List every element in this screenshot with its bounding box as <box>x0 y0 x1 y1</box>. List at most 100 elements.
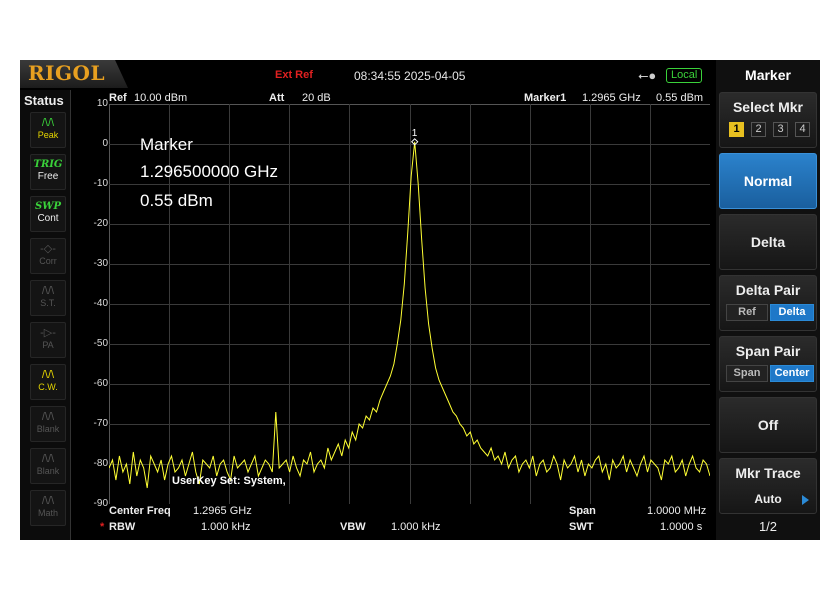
delta-pair-label: Delta Pair <box>735 282 801 298</box>
status-sweep: SWP Cont <box>30 196 66 232</box>
marker-1-option[interactable]: 1 <box>729 122 744 137</box>
spectrum-plot[interactable]: 1 <box>109 104 710 504</box>
status-panel: Status /\/\ Peak TRIG Free SWP Cont -◇- … <box>20 90 70 540</box>
status-label: Cont <box>37 213 59 224</box>
status-label: Math <box>37 508 58 518</box>
status-label: Corr <box>39 256 57 266</box>
menu-page-indicator: 1/2 <box>758 519 778 534</box>
math-icon: /\/\ <box>41 495 55 507</box>
marker-trace-button[interactable]: Mkr Trace Auto <box>719 458 817 514</box>
status-blank-2: /\/\ Blank <box>30 448 66 484</box>
y-tick-label: -70 <box>93 418 108 429</box>
y-tick-label: 10 <box>96 98 108 109</box>
delta-pair-ref[interactable]: Ref <box>726 304 768 321</box>
peak-icon: /\/\ <box>41 117 55 129</box>
span-pair-label: Span Pair <box>735 343 801 359</box>
span-pair-center[interactable]: Center <box>770 365 814 382</box>
local-badge: Local <box>666 68 703 83</box>
marker-header-freq: 1.2965 GHz <box>582 92 641 104</box>
normal-button[interactable]: Normal <box>719 153 817 209</box>
top-bar: RIGOL Ext Ref 08:34:55 2025-04-05 ⭠● Loc… <box>20 60 714 90</box>
pa-icon: -▷- <box>40 327 56 339</box>
status-label: PA <box>42 340 54 350</box>
span-value: 1.0000 MHz <box>647 505 707 517</box>
delta-button[interactable]: Delta <box>719 214 817 270</box>
st-icon: /\/\ <box>41 285 55 297</box>
ref-label: Ref <box>109 92 127 104</box>
marker-3-option[interactable]: 3 <box>773 122 788 137</box>
swp-tag: SWP <box>35 201 61 212</box>
rbw-flag: * <box>100 521 105 533</box>
y-tick-label: -50 <box>93 338 108 349</box>
usb-icon: ⭠● <box>638 68 657 83</box>
center-freq-label: Center Freq <box>109 505 171 517</box>
center-freq-value: 1.2965 GHz <box>193 505 252 517</box>
swt-value: 1.0000 s <box>660 521 703 533</box>
menu-title: Marker <box>745 67 791 83</box>
marker-4-option[interactable]: 4 <box>795 122 810 137</box>
datetime: 08:34:55 2025-04-05 <box>354 69 466 83</box>
normal-label: Normal <box>743 173 793 189</box>
status-label: S.T. <box>40 298 56 308</box>
y-tick-label: -30 <box>93 258 108 269</box>
plot-grid <box>109 104 710 504</box>
y-tick-label: -40 <box>93 298 108 309</box>
delta-pair-button[interactable]: Delta Pair Ref Delta <box>719 275 817 331</box>
divider <box>70 90 71 540</box>
span-pair-span[interactable]: Span <box>726 365 768 382</box>
marker-2-option[interactable]: 2 <box>751 122 766 137</box>
marker-trace-value: Auto <box>754 492 782 506</box>
rbw-value: 1.000 kHz <box>201 521 251 533</box>
delta-pair-delta[interactable]: Delta <box>770 304 814 321</box>
logo-text: RIGOL <box>28 61 106 85</box>
status-st: /\/\ S.T. <box>30 280 66 316</box>
span-pair-button[interactable]: Span Pair Span Center <box>719 336 817 392</box>
status-label: Free <box>37 171 59 182</box>
y-tick-label: -60 <box>93 378 108 389</box>
status-label: Peak <box>37 130 59 140</box>
blank-icon: /\/\ <box>41 453 55 465</box>
y-tick-label: -90 <box>93 498 108 509</box>
status-peak: /\/\ Peak <box>30 112 66 148</box>
status-label: Blank <box>36 424 60 434</box>
userkey-text: UserKey Set: System, <box>172 475 286 487</box>
status-corr: -◇- Corr <box>30 238 66 274</box>
select-marker-label: Select Mkr <box>732 99 804 115</box>
marker-number-label: 1 <box>412 128 418 139</box>
status-label: Blank <box>36 466 60 476</box>
status-math: /\/\ Math <box>30 490 66 526</box>
ext-ref-indicator: Ext Ref <box>275 69 313 81</box>
status-title: Status <box>24 93 64 108</box>
marker-header-label: Marker1 <box>524 92 567 104</box>
status-blank-1: /\/\ Blank <box>30 406 66 442</box>
status-pa: -▷- PA <box>30 322 66 358</box>
att-value: 20 dB <box>302 92 331 104</box>
status-label: C.W. <box>38 382 58 392</box>
att-label: Att <box>269 92 285 104</box>
marker-readout-frequency: 1.296500000 GHz <box>140 162 278 181</box>
marker-header-amp: 0.55 dBm <box>656 92 704 104</box>
softkey-menu: Marker Select Mkr 1 2 3 4 Normal Delta D… <box>716 60 820 540</box>
y-tick-label: 0 <box>102 138 108 149</box>
ref-value: 10.00 dBm <box>134 92 188 104</box>
vbw-label: VBW <box>340 521 366 533</box>
status-cw: /\/\ C.W. <box>30 364 66 400</box>
off-label: Off <box>757 417 779 433</box>
marker-trace-label: Mkr Trace <box>735 465 801 481</box>
swt-label: SWT <box>569 521 594 533</box>
rigol-logo: RIGOL <box>20 60 128 88</box>
status-trig: TRIG Free <box>30 154 66 190</box>
vbw-value: 1.000 kHz <box>391 521 441 533</box>
off-button[interactable]: Off <box>719 397 817 453</box>
analyzer-screen: RIGOL Ext Ref 08:34:55 2025-04-05 ⭠● Loc… <box>20 60 820 540</box>
trig-tag: TRIG <box>33 159 63 170</box>
corr-icon: -◇- <box>40 243 56 255</box>
marker-diamond <box>411 138 419 146</box>
marker-readout-amplitude: 0.55 dBm <box>140 191 213 210</box>
blank-icon: /\/\ <box>41 411 55 423</box>
rbw-label: RBW <box>109 521 136 533</box>
span-label: Span <box>569 505 596 517</box>
select-marker-button[interactable]: Select Mkr 1 2 3 4 <box>719 92 817 148</box>
delta-label: Delta <box>750 234 786 250</box>
arrow-right-icon <box>802 495 809 505</box>
